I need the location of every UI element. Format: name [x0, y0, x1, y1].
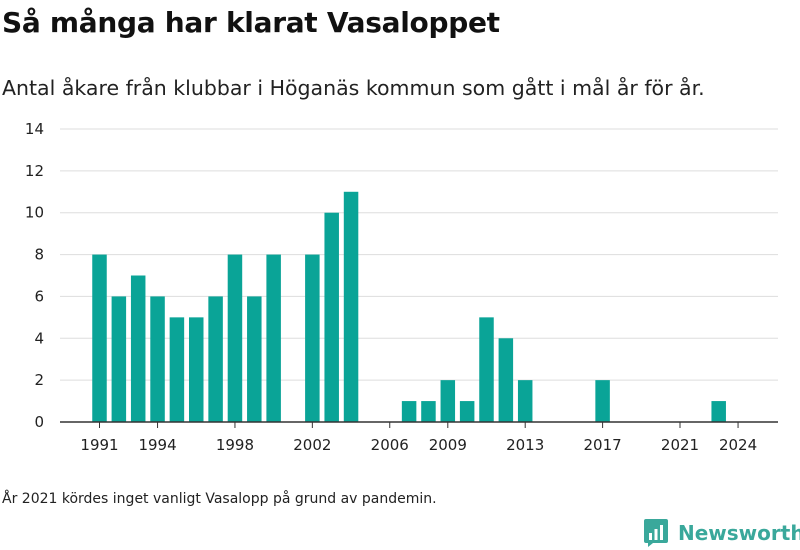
bar	[401, 401, 417, 422]
bar	[208, 296, 223, 422]
bar-chart: 0 2 4 6 8 10 12 14 1991 1994 1998 2002 2006 2009 2013 2…	[25, 120, 778, 454]
x-tick-label: 2006	[371, 436, 409, 454]
bar	[595, 380, 610, 422]
bar	[266, 254, 281, 422]
x-tick-label: 1991	[80, 436, 118, 454]
bar	[92, 254, 107, 422]
x-tick-label: 2024	[719, 436, 757, 454]
x-tick-label: 1998	[216, 436, 254, 454]
bar	[498, 338, 514, 422]
bar	[421, 401, 436, 422]
bar	[169, 317, 185, 422]
bar	[227, 254, 243, 422]
y-tick-label: 10	[25, 204, 44, 222]
bar	[247, 296, 262, 422]
x-tick-label: 1994	[138, 436, 176, 454]
bar	[111, 296, 127, 422]
bar	[479, 317, 494, 422]
bar	[440, 380, 456, 422]
bar	[130, 275, 146, 422]
bar	[150, 296, 165, 422]
x-tick-label: 2017	[584, 436, 622, 454]
x-tick-label: 2021	[661, 436, 699, 454]
x-tick-label: 2013	[506, 436, 544, 454]
y-tick-label: 0	[34, 413, 44, 431]
bar	[711, 401, 726, 422]
chart-title: Så många har klarat Vasaloppet	[2, 6, 500, 39]
bar	[343, 191, 359, 422]
chart-subtitle: Antal åkare från klubbar i Höganäs kommu…	[2, 76, 705, 100]
y-tick-label: 2	[34, 371, 44, 389]
y-tick-label: 14	[25, 120, 44, 138]
x-tick-label: 2002	[293, 436, 331, 454]
y-tick-label: 4	[34, 329, 44, 347]
bar	[517, 380, 533, 422]
y-tick-label: 12	[25, 162, 44, 180]
newsworthy-logo-icon	[644, 519, 668, 547]
footnote: År 2021 kördes inget vanligt Vasalopp på…	[2, 491, 437, 507]
bar	[324, 212, 339, 422]
y-tick-label: 6	[34, 287, 44, 305]
bar	[189, 317, 204, 422]
bar	[459, 401, 475, 422]
y-tick-label: 8	[34, 246, 44, 264]
x-tick-label: 2009	[429, 436, 467, 454]
brand-logo: Newsworthy	[644, 519, 800, 547]
bar	[305, 254, 320, 422]
brand-name: Newsworthy	[678, 521, 800, 545]
